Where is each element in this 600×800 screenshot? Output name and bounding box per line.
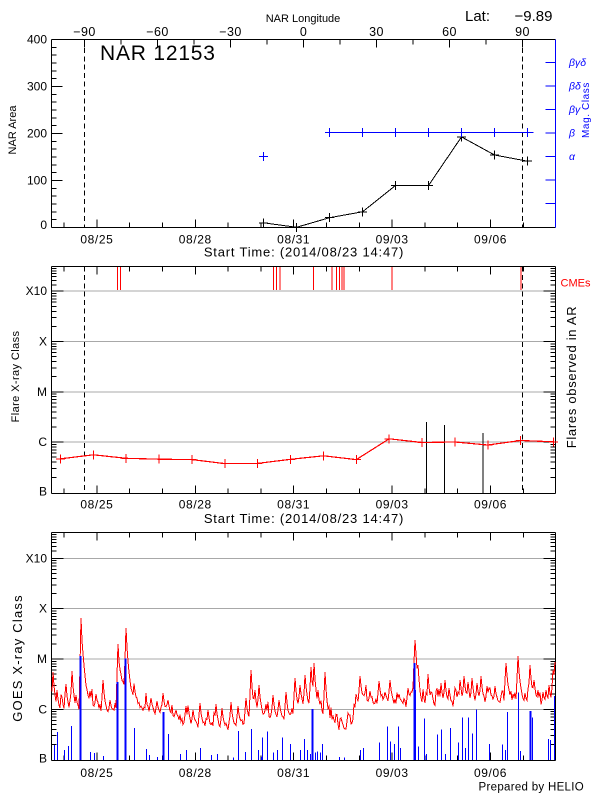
svg-text:M: M: [37, 385, 47, 399]
svg-text:M: M: [37, 652, 47, 666]
svg-text:09/03: 09/03: [376, 233, 409, 247]
svg-text:08/25: 08/25: [80, 233, 113, 247]
svg-text:0: 0: [300, 25, 307, 39]
svg-text:09/06: 09/06: [474, 233, 507, 247]
svg-text:100: 100: [27, 174, 47, 188]
svg-text:08/28: 08/28: [179, 766, 212, 780]
svg-text:08/25: 08/25: [80, 766, 113, 780]
svg-text:C: C: [38, 702, 47, 716]
svg-text:NAR 12153: NAR 12153: [100, 42, 216, 65]
svg-text:X10: X10: [26, 551, 48, 565]
svg-text:08/31: 08/31: [277, 766, 310, 780]
svg-text:Start Time: (2014/08/23 14:47): Start Time: (2014/08/23 14:47): [204, 245, 404, 260]
svg-text:08/28: 08/28: [179, 498, 212, 512]
svg-text:−9.89: −9.89: [515, 8, 553, 25]
svg-text:C: C: [38, 435, 47, 449]
svg-text:βδ: βδ: [568, 80, 581, 92]
svg-text:NAR Longitude: NAR Longitude: [266, 13, 341, 25]
svg-text:0: 0: [40, 218, 47, 232]
svg-text:30: 30: [369, 25, 384, 39]
svg-text:B: B: [39, 485, 47, 499]
svg-text:GOES X-ray Class: GOES X-ray Class: [10, 594, 25, 722]
svg-text:09/06: 09/06: [474, 498, 507, 512]
svg-text:08/28: 08/28: [179, 233, 212, 247]
svg-text:08/31: 08/31: [277, 233, 310, 247]
svg-text:−90: −90: [73, 25, 95, 39]
svg-text:09/03: 09/03: [376, 498, 409, 512]
svg-text:B: B: [39, 752, 47, 766]
svg-text:−30: −30: [219, 25, 241, 39]
svg-text:Start Time: (2014/08/23 14:47): Start Time: (2014/08/23 14:47): [204, 511, 404, 526]
svg-text:08/31: 08/31: [277, 498, 310, 512]
svg-text:βγδ: βγδ: [568, 57, 586, 69]
svg-text:−60: −60: [146, 25, 168, 39]
svg-text:90: 90: [515, 25, 530, 39]
svg-text:Flare X-ray Class: Flare X-ray Class: [10, 331, 22, 423]
svg-text:09/03: 09/03: [376, 766, 409, 780]
svg-text:200: 200: [27, 127, 47, 141]
svg-text:300: 300: [27, 80, 47, 94]
svg-text:CMEs: CMEs: [561, 278, 591, 290]
svg-text:400: 400: [27, 33, 47, 47]
svg-text:X: X: [39, 335, 47, 349]
svg-text:Flares observed in AR: Flares observed in AR: [564, 306, 579, 449]
svg-text:09/06: 09/06: [474, 766, 507, 780]
svg-text:β: β: [568, 127, 575, 139]
svg-text:Lat:: Lat:: [465, 8, 490, 25]
svg-text:60: 60: [442, 25, 457, 39]
svg-text:X10: X10: [26, 284, 48, 298]
svg-text:X: X: [39, 602, 47, 616]
svg-text:NAR Area: NAR Area: [7, 105, 19, 155]
svg-text:Mag. Class: Mag. Class: [581, 82, 592, 138]
svg-text:α: α: [569, 151, 576, 163]
svg-text:08/25: 08/25: [80, 498, 113, 512]
svg-text:Prepared by HELIO: Prepared by HELIO: [479, 782, 584, 794]
svg-text:βγ: βγ: [568, 104, 581, 116]
